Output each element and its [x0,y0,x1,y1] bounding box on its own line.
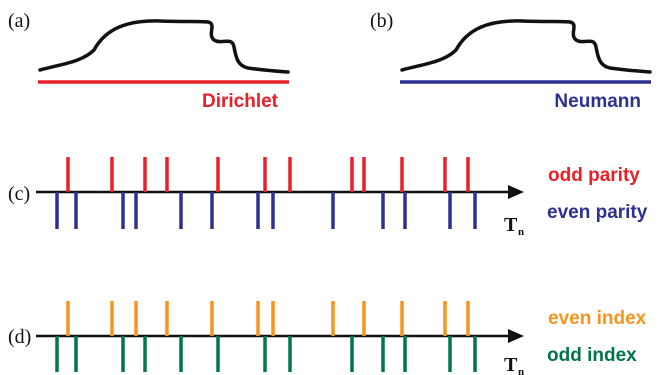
panel-d: (d) even index odd index T n [8,301,647,375]
panel-c-axis-subscript: n [518,226,524,238]
panel-b-wave-curve [400,19,652,74]
panel-d-axis-arrowhead [508,329,524,343]
panel-c-label: (c) [8,183,30,205]
even-parity-legend: even parity [547,202,648,223]
panel-d-axis-subscript: n [518,366,524,375]
panel-c-axis-label: T [504,214,518,236]
panel-d-label: (d) [8,326,31,348]
panel-b-label: (b) [370,10,393,32]
panel-c-upper-ticks [66,157,470,192]
neumann-label: Neumann [554,91,641,112]
panel-c-axis-arrowhead [508,185,524,199]
panel-a-wave-curve [38,19,290,74]
panel-b: (b) Neumann [370,10,652,112]
panel-d-upper-ticks [66,301,470,336]
panel-a: (a) Dirichlet [8,10,290,112]
panel-a-label: (a) [8,10,30,32]
dirichlet-label: Dirichlet [202,91,279,112]
odd-index-legend: odd index [547,345,637,366]
panel-d-axis-label: T [504,354,518,375]
panel-d-lower-ticks [55,336,477,372]
even-index-legend: even index [548,308,647,329]
panel-c-lower-ticks [55,192,477,229]
panel-c: (c) odd parity even parity T n [8,157,648,238]
odd-parity-legend: odd parity [548,165,640,186]
